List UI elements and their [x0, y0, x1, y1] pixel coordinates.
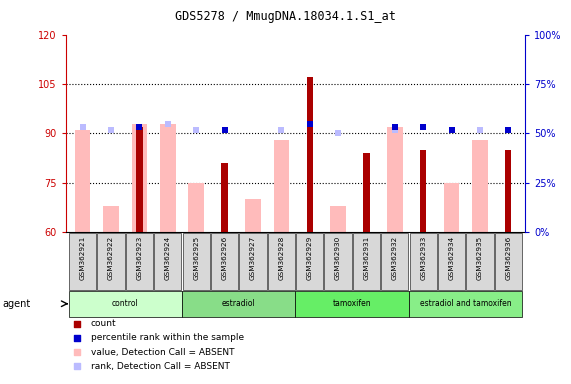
- Bar: [103, 206, 119, 232]
- Bar: [75, 130, 90, 232]
- Text: GSM362925: GSM362925: [193, 236, 199, 280]
- Text: tamoxifen: tamoxifen: [333, 299, 372, 308]
- Bar: [472, 140, 488, 232]
- FancyBboxPatch shape: [239, 233, 267, 290]
- Point: [192, 127, 201, 133]
- Text: percentile rank within the sample: percentile rank within the sample: [91, 333, 244, 343]
- FancyBboxPatch shape: [353, 233, 380, 290]
- Text: GSM362932: GSM362932: [392, 236, 398, 280]
- Point: [395, 93, 404, 99]
- Point: [447, 127, 456, 133]
- Point: [333, 131, 343, 137]
- FancyBboxPatch shape: [211, 233, 238, 290]
- Text: count: count: [91, 319, 116, 328]
- FancyBboxPatch shape: [268, 233, 295, 290]
- Point: [305, 121, 314, 127]
- FancyBboxPatch shape: [69, 233, 96, 290]
- FancyBboxPatch shape: [126, 233, 153, 290]
- Bar: [330, 206, 346, 232]
- Bar: [274, 140, 289, 232]
- FancyBboxPatch shape: [296, 291, 409, 317]
- FancyBboxPatch shape: [154, 233, 182, 290]
- Bar: [363, 153, 369, 232]
- Bar: [420, 150, 427, 232]
- Text: GSM362928: GSM362928: [278, 236, 284, 280]
- Text: GDS5278 / MmugDNA.18034.1.S1_at: GDS5278 / MmugDNA.18034.1.S1_at: [175, 10, 396, 23]
- Text: GSM362934: GSM362934: [449, 236, 455, 280]
- Point: [135, 124, 144, 130]
- Text: GSM362926: GSM362926: [222, 236, 228, 280]
- FancyBboxPatch shape: [69, 291, 182, 317]
- Text: control: control: [112, 299, 139, 308]
- Text: GSM362936: GSM362936: [505, 236, 511, 280]
- FancyBboxPatch shape: [98, 233, 124, 290]
- Point: [419, 124, 428, 130]
- FancyBboxPatch shape: [438, 233, 465, 290]
- Point: [220, 127, 229, 133]
- FancyBboxPatch shape: [296, 233, 323, 290]
- FancyBboxPatch shape: [183, 233, 210, 290]
- Text: rank, Detection Call = ABSENT: rank, Detection Call = ABSENT: [91, 362, 230, 371]
- Text: estradiol: estradiol: [222, 299, 256, 308]
- Bar: [387, 127, 403, 232]
- Text: GSM362930: GSM362930: [335, 236, 341, 280]
- Point: [107, 127, 116, 133]
- Point: [390, 124, 399, 130]
- Bar: [245, 199, 261, 232]
- Bar: [160, 124, 176, 232]
- Text: GSM362931: GSM362931: [363, 236, 369, 280]
- Text: GSM362929: GSM362929: [307, 236, 313, 280]
- Text: GSM362935: GSM362935: [477, 236, 483, 280]
- Point: [504, 127, 513, 133]
- FancyBboxPatch shape: [324, 233, 352, 290]
- Point: [220, 127, 229, 133]
- Text: estradiol and tamoxifen: estradiol and tamoxifen: [420, 299, 512, 308]
- Bar: [505, 150, 512, 232]
- Text: agent: agent: [3, 299, 31, 309]
- FancyBboxPatch shape: [409, 233, 437, 290]
- FancyBboxPatch shape: [182, 291, 296, 317]
- Point: [163, 121, 172, 127]
- Bar: [136, 127, 143, 232]
- Text: value, Detection Call = ABSENT: value, Detection Call = ABSENT: [91, 348, 235, 357]
- FancyBboxPatch shape: [381, 233, 408, 290]
- FancyBboxPatch shape: [494, 233, 522, 290]
- Text: GSM362927: GSM362927: [250, 236, 256, 280]
- Point: [504, 127, 513, 133]
- Text: GSM362924: GSM362924: [165, 236, 171, 280]
- FancyBboxPatch shape: [409, 291, 522, 317]
- Bar: [132, 124, 147, 232]
- Point: [78, 124, 87, 130]
- Bar: [307, 78, 313, 232]
- Bar: [444, 183, 459, 232]
- Text: GSM362933: GSM362933: [420, 236, 426, 280]
- FancyBboxPatch shape: [467, 233, 493, 290]
- Point: [135, 124, 144, 130]
- Bar: [188, 183, 204, 232]
- Text: GSM362921: GSM362921: [80, 236, 86, 280]
- Point: [475, 127, 484, 133]
- Point: [390, 127, 399, 133]
- Point: [277, 127, 286, 133]
- Bar: [222, 163, 228, 232]
- Text: GSM362922: GSM362922: [108, 236, 114, 280]
- Point: [395, 223, 404, 229]
- Point: [305, 121, 314, 127]
- Text: GSM362923: GSM362923: [136, 236, 142, 280]
